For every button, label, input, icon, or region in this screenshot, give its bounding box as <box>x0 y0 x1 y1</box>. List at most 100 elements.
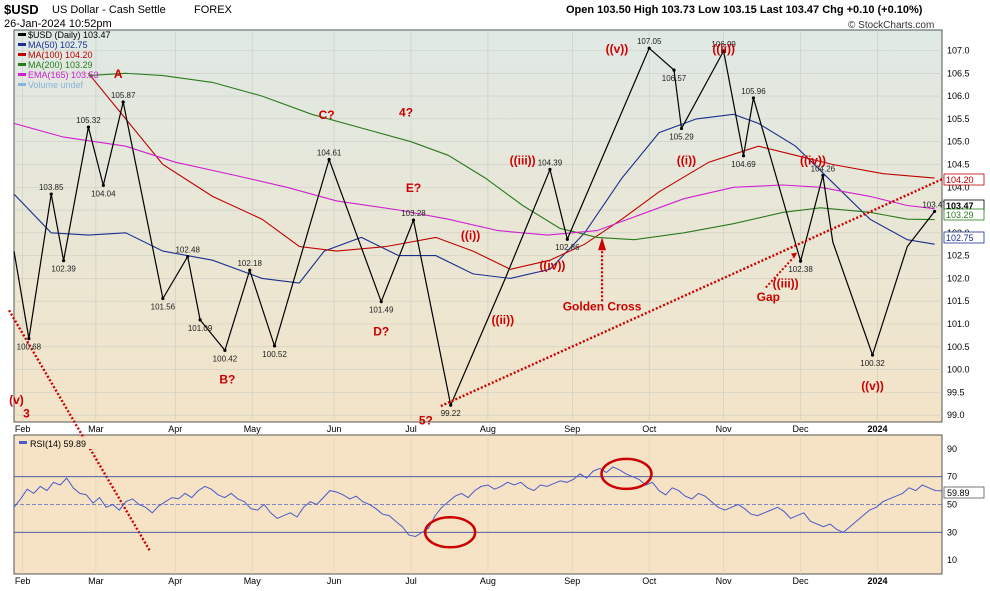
line-icon <box>18 63 26 66</box>
wave-annotation: 3 <box>23 406 30 420</box>
price-label: 100.32 <box>860 359 885 368</box>
price-point <box>411 218 416 222</box>
price-label: 102.18 <box>237 259 262 268</box>
price-label: 101.56 <box>151 302 176 311</box>
price-label: 104.39 <box>538 158 563 167</box>
x-axis-label: Feb <box>15 424 31 434</box>
bar-icon <box>18 83 26 86</box>
price-point <box>86 125 91 129</box>
price-label: 106.99 <box>711 40 736 49</box>
price-label: 100.52 <box>262 350 287 359</box>
rsi-tag-label: 59.89 <box>947 488 970 498</box>
price-point <box>647 46 651 50</box>
x-axis-label: Jun <box>327 424 342 434</box>
price-point <box>565 237 569 241</box>
wave-annotation: ((iv)) <box>800 153 826 167</box>
price-point <box>751 96 756 100</box>
price-point <box>821 173 825 178</box>
candlestick-icon <box>18 33 26 36</box>
price-label: 102.39 <box>51 265 76 274</box>
chart-name: US Dollar - Cash Settle <box>52 4 166 16</box>
rsi-tag <box>943 486 985 499</box>
price-point <box>548 167 552 172</box>
wave-annotation: 4? <box>399 106 413 120</box>
x-axis-label: Nov <box>716 576 733 586</box>
wave-annotation: 5? <box>419 413 433 427</box>
wave-annotation: (v) <box>9 393 24 407</box>
x-axis-label: Sep <box>564 576 580 586</box>
x-axis-label: Nov <box>716 424 733 434</box>
rsi-axis-label: 10 <box>947 555 957 565</box>
price-label: 106.57 <box>662 74 687 83</box>
price-axis-label: 105.0 <box>947 137 970 147</box>
price-axis-label: 102.5 <box>947 251 970 261</box>
rsi-axis-label: 50 <box>947 500 957 510</box>
price-axis-label: 100.0 <box>947 365 970 375</box>
price-tag <box>943 208 985 221</box>
wave-annotation: A <box>114 67 123 81</box>
price-point <box>248 268 252 272</box>
x-axis-label: Feb <box>15 576 31 586</box>
wave-annotation: Gap <box>757 290 780 304</box>
price-axis-label: 99.0 <box>947 410 965 420</box>
price-point <box>449 403 453 407</box>
legend-entry: MA(200) 103.29 <box>28 60 93 70</box>
price-axis-label: 106.5 <box>947 68 970 78</box>
price-point <box>272 344 277 348</box>
price-point <box>722 49 726 53</box>
moving-average-line <box>13 122 935 236</box>
x-axis-label: Aug <box>480 576 496 586</box>
highlight-circle <box>423 516 477 549</box>
x-axis-label: Sep <box>564 424 580 434</box>
rsi-axis-label: 70 <box>947 472 957 482</box>
arrow-head-icon <box>598 237 607 251</box>
wave-annotation: C? <box>319 108 335 122</box>
price-label: 107.05 <box>637 37 662 46</box>
x-axis-label: Dec <box>793 424 810 434</box>
price-point <box>672 68 676 72</box>
x-axis-label: Jul <box>405 576 417 586</box>
price-label: 105.29 <box>669 132 694 141</box>
line-icon <box>19 441 27 444</box>
legend-entry: Volume undef <box>28 80 84 90</box>
chart-exchange: FOREX <box>194 4 232 16</box>
legend-entry: $USD (Daily) 103.47 <box>28 30 111 40</box>
moving-average-line <box>87 72 935 270</box>
price-label: 101.49 <box>369 306 394 315</box>
x-axis-label: Aug <box>480 424 496 434</box>
line-icon <box>18 43 26 46</box>
x-axis-label: Mar <box>88 424 104 434</box>
ohlc-readout: Open 103.50 High 103.73 Low 103.15 Last … <box>566 4 923 16</box>
legend-entry: MA(50) 102.75 <box>28 40 88 50</box>
price-point <box>198 318 202 322</box>
trendline <box>8 309 152 553</box>
price-point <box>27 336 31 341</box>
price-axis-label: 102.0 <box>947 273 970 283</box>
price-axis-label: 99.5 <box>947 387 965 397</box>
price-point <box>101 183 105 188</box>
price-point <box>379 300 383 304</box>
chart-symbol: $USD <box>4 2 39 17</box>
x-axis-label: May <box>244 576 262 586</box>
price-axis-label: 104.5 <box>947 159 970 169</box>
x-axis-label: 2024 <box>867 424 887 434</box>
wave-annotation: B? <box>219 372 235 386</box>
price-axis-label: 100.5 <box>947 342 970 352</box>
chart-date: 26-Jan-2024 10:52pm <box>4 18 112 30</box>
rsi-line <box>13 466 943 538</box>
price-label: 104.61 <box>317 148 342 157</box>
price-tag <box>943 173 985 186</box>
rsi-axis-label: 30 <box>947 527 957 537</box>
price-label: 105.87 <box>111 91 136 100</box>
wave-annotation: Golden Cross <box>563 299 642 313</box>
price-point <box>932 209 937 214</box>
wave-annotation: ((ii)) <box>491 313 514 327</box>
price-point <box>679 126 684 131</box>
highlight-circle <box>600 457 653 491</box>
price-label: 100.42 <box>213 354 238 363</box>
wave-annotation: ((v)) <box>606 42 629 56</box>
x-axis-label: May <box>244 424 262 434</box>
price-point <box>327 157 331 162</box>
x-axis-label: 2024 <box>867 576 887 586</box>
price-axis-label: 101.0 <box>947 319 970 329</box>
